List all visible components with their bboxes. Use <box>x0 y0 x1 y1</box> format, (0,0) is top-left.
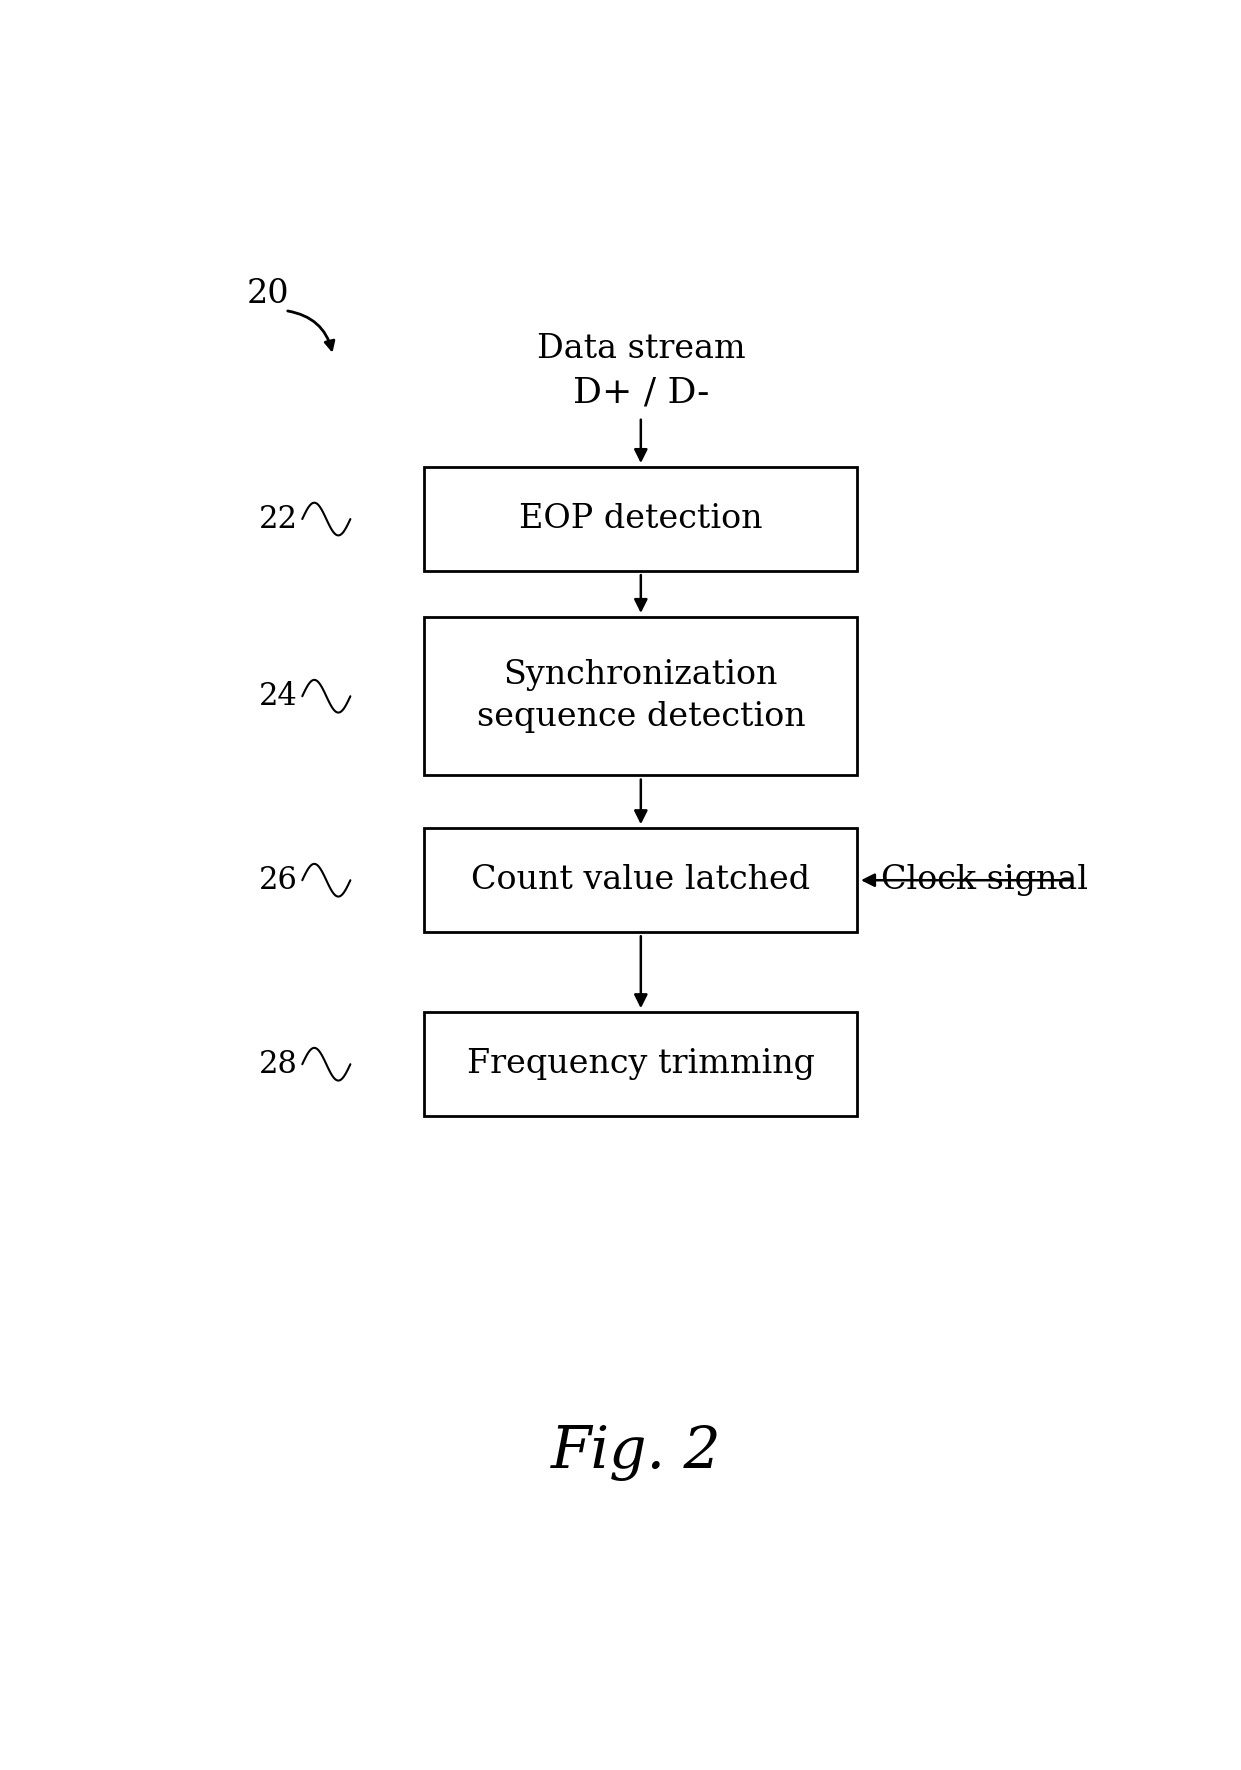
Text: 20: 20 <box>247 278 289 310</box>
Text: 22: 22 <box>258 503 298 535</box>
Text: Clock signal: Clock signal <box>881 864 1088 896</box>
Text: Synchronization
sequence detection: Synchronization sequence detection <box>477 658 805 733</box>
Bar <box>424 467 858 572</box>
Text: Count value latched: Count value latched <box>472 864 810 896</box>
Text: Frequency trimming: Frequency trimming <box>467 1048 815 1080</box>
Text: Data stream: Data stream <box>536 333 745 365</box>
Text: Fig. 2: Fig. 2 <box>551 1425 721 1481</box>
Text: 28: 28 <box>258 1048 298 1080</box>
Text: D+ / D-: D+ / D- <box>572 375 709 409</box>
Text: 26: 26 <box>258 866 298 896</box>
Bar <box>424 618 858 775</box>
Bar <box>424 828 858 933</box>
Text: 24: 24 <box>258 681 298 712</box>
Bar <box>424 1012 858 1117</box>
Text: EOP detection: EOP detection <box>519 503 762 535</box>
FancyArrowPatch shape <box>288 312 334 350</box>
